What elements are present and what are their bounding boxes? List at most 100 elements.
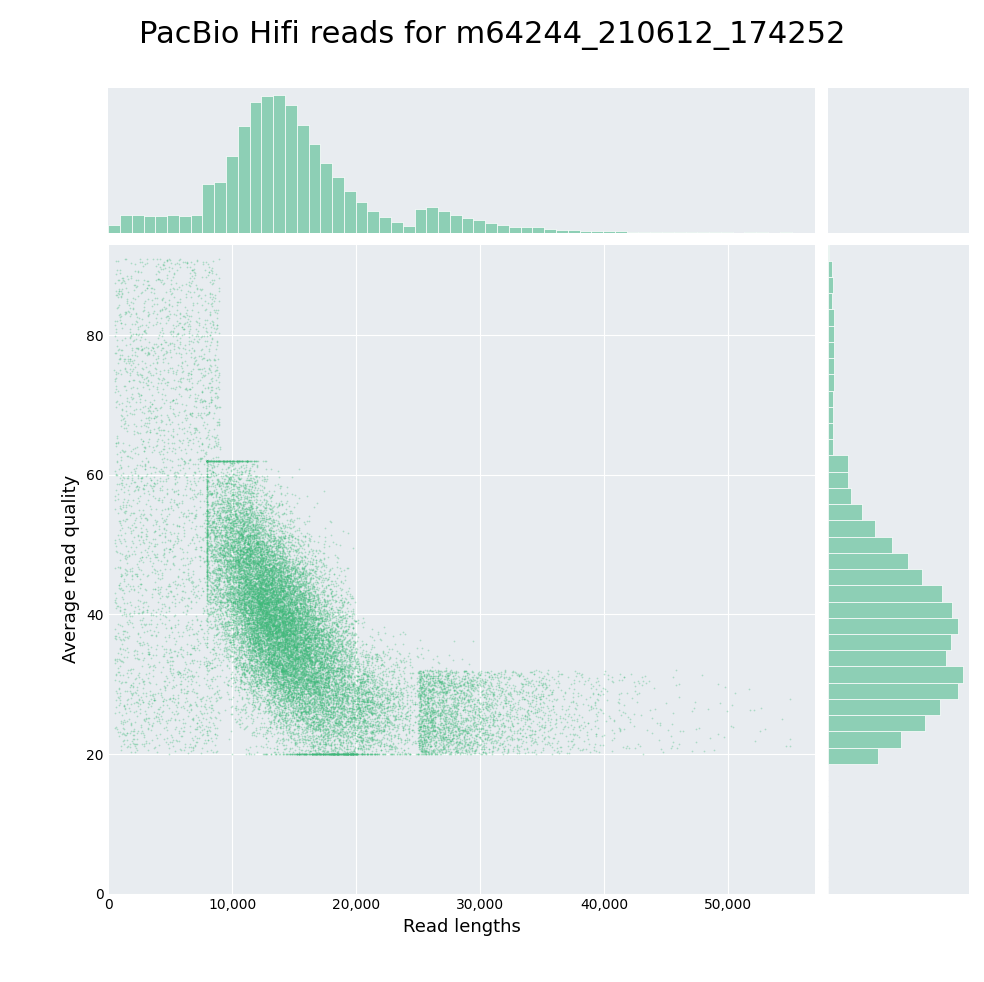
Point	[351, 703, 367, 719]
Point	[245, 586, 261, 602]
Point	[234, 546, 250, 562]
Point	[250, 577, 266, 593]
Point	[356, 682, 372, 697]
Point	[442, 715, 458, 731]
Point	[193, 348, 209, 363]
Point	[222, 670, 238, 685]
Point	[435, 688, 451, 704]
Point	[203, 621, 218, 636]
Point	[260, 596, 276, 612]
Point	[249, 647, 265, 663]
Point	[327, 676, 342, 691]
Point	[156, 646, 172, 662]
Point	[278, 675, 294, 690]
Point	[228, 531, 244, 547]
Point	[565, 693, 581, 709]
Point	[419, 721, 435, 736]
Point	[133, 562, 149, 577]
Point	[232, 616, 248, 631]
Point	[347, 613, 363, 628]
Point	[276, 621, 291, 636]
Point	[239, 546, 255, 562]
Point	[262, 583, 277, 599]
Point	[128, 417, 144, 433]
Point	[242, 583, 258, 599]
Point	[196, 735, 212, 750]
Point	[331, 618, 346, 633]
Point	[294, 631, 310, 647]
Point	[277, 593, 293, 609]
Point	[179, 617, 195, 632]
Point	[299, 628, 315, 644]
Point	[251, 585, 267, 601]
Point	[338, 643, 353, 659]
Point	[349, 669, 365, 684]
Point	[154, 340, 170, 355]
Point	[277, 714, 293, 730]
Point	[245, 702, 261, 718]
Point	[347, 682, 363, 697]
Point	[316, 697, 332, 713]
Point	[522, 676, 537, 691]
Point	[578, 741, 593, 757]
Point	[279, 746, 295, 762]
Point	[287, 593, 303, 609]
Point	[291, 608, 307, 624]
Point	[277, 651, 292, 667]
Point	[283, 670, 299, 685]
Point	[256, 544, 272, 560]
Point	[322, 638, 338, 654]
Point	[528, 674, 544, 689]
Point	[285, 668, 301, 683]
Point	[286, 579, 302, 595]
Point	[510, 684, 525, 700]
Point	[353, 684, 369, 700]
Point	[304, 590, 320, 606]
Point	[283, 656, 299, 672]
Point	[253, 611, 269, 627]
Point	[282, 597, 298, 613]
Point	[294, 613, 310, 628]
Point	[277, 597, 292, 613]
Point	[269, 667, 284, 682]
Point	[346, 723, 362, 738]
Point	[173, 591, 189, 607]
Point	[277, 669, 293, 684]
Point	[333, 740, 348, 756]
Point	[306, 590, 322, 606]
Point	[261, 623, 277, 638]
Point	[129, 646, 145, 662]
Point	[340, 728, 356, 743]
Point	[269, 655, 284, 671]
Point	[271, 582, 286, 598]
Point	[229, 462, 245, 477]
Bar	[828, 504, 862, 520]
Point	[488, 705, 504, 721]
Point	[303, 715, 319, 731]
Point	[576, 696, 591, 712]
Point	[141, 314, 156, 330]
Point	[416, 731, 432, 746]
Point	[338, 693, 354, 709]
Point	[298, 679, 314, 694]
Point	[284, 700, 300, 716]
Point	[424, 705, 440, 721]
Point	[106, 628, 122, 644]
Point	[399, 674, 414, 689]
Point	[284, 613, 300, 628]
Point	[412, 716, 428, 732]
Point	[238, 613, 254, 628]
Point	[286, 605, 302, 621]
Point	[188, 707, 204, 723]
Point	[544, 739, 560, 755]
Point	[249, 613, 265, 628]
Point	[337, 709, 352, 725]
Point	[240, 616, 256, 631]
Point	[255, 617, 271, 632]
Point	[246, 578, 262, 594]
Point	[245, 658, 261, 674]
Point	[281, 556, 297, 572]
Point	[341, 608, 357, 624]
Point	[280, 605, 296, 621]
Point	[336, 632, 351, 648]
